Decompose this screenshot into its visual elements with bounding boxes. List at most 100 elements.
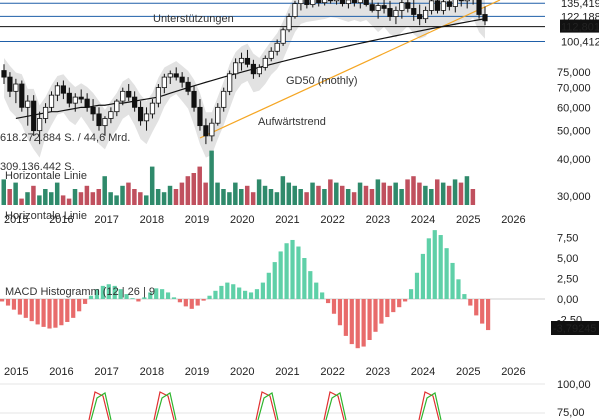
candle-body bbox=[440, 1, 447, 11]
year-label: 2022 bbox=[320, 366, 344, 378]
legend-item-1: Horizontale Linie bbox=[5, 170, 87, 182]
candle-body bbox=[458, 0, 464, 2]
volume-bar bbox=[239, 189, 244, 205]
macd-bar bbox=[450, 262, 455, 299]
stoch-line-d bbox=[257, 392, 279, 420]
year-label: 2024 bbox=[411, 214, 435, 226]
volume-bar bbox=[66, 198, 72, 205]
candle-body bbox=[310, 0, 316, 5]
macd-bar bbox=[343, 299, 348, 336]
volume-bar bbox=[13, 182, 18, 205]
volume-bar bbox=[191, 173, 197, 205]
macd-bar bbox=[112, 285, 117, 299]
candle-body bbox=[363, 0, 369, 5]
volume-bar bbox=[19, 198, 24, 205]
stoch-line-k bbox=[153, 391, 175, 420]
candle-body bbox=[167, 73, 173, 78]
macd-bar bbox=[130, 298, 135, 299]
candle-body bbox=[78, 96, 84, 100]
volume-bar bbox=[114, 195, 119, 205]
candle-body bbox=[434, 0, 441, 11]
volume-bar bbox=[345, 189, 351, 205]
candle-body bbox=[405, 2, 411, 9]
stoch-tick-label: 100,00 bbox=[557, 379, 591, 391]
volume-bar bbox=[197, 166, 202, 205]
candle-body bbox=[84, 98, 90, 108]
year-label: 2024 bbox=[411, 366, 435, 378]
candle-body bbox=[411, 8, 417, 15]
volume-bar bbox=[179, 182, 185, 205]
macd-tick-label: 0,00 bbox=[557, 294, 578, 306]
macd-bar bbox=[148, 292, 153, 299]
volume-bar bbox=[60, 195, 66, 205]
macd-bar bbox=[53, 299, 58, 328]
macd-bar bbox=[290, 239, 295, 299]
price-axis-ticks: 30,000 40,000 50,000 60,000 70,000 75,000 bbox=[557, 67, 591, 203]
macd-bar bbox=[456, 279, 461, 299]
candle-body bbox=[238, 57, 245, 64]
volume-bar bbox=[90, 192, 96, 205]
price-tick-label: 40,000 bbox=[557, 154, 591, 166]
candle-body bbox=[446, 1, 452, 7]
volume-bar bbox=[37, 195, 42, 205]
volume-bar bbox=[351, 192, 357, 205]
level-tag-label: 135,419 bbox=[561, 0, 599, 10]
candle-body bbox=[476, 0, 482, 15]
candle-body bbox=[215, 106, 221, 124]
ma-label: GD50 (mothly) bbox=[286, 75, 358, 87]
candle-body bbox=[221, 90, 227, 108]
candle-body bbox=[417, 14, 423, 20]
macd-tick-label: 7,50 bbox=[557, 233, 578, 245]
price-tick-label: 60,000 bbox=[557, 102, 591, 114]
macd-bar bbox=[29, 299, 34, 322]
macd-bar bbox=[142, 297, 147, 299]
volume-bar bbox=[274, 192, 280, 205]
stochastic-panel: 100,00 75,00 bbox=[0, 379, 591, 420]
volume-bar bbox=[292, 185, 297, 205]
macd-tick-label: 2,50 bbox=[557, 274, 578, 286]
price-band bbox=[4, 0, 485, 158]
candle-body bbox=[25, 100, 31, 108]
volume-bar bbox=[1, 179, 6, 205]
macd-bar bbox=[320, 292, 325, 299]
macd-current-value: -3,79245 bbox=[553, 323, 596, 335]
candle-body bbox=[399, 2, 405, 11]
volume-bar bbox=[357, 182, 363, 205]
volume-bar bbox=[185, 176, 191, 205]
legend-item-2: Horizontale Linie bbox=[5, 210, 87, 222]
candle-body bbox=[256, 66, 262, 75]
macd-bar bbox=[0, 299, 5, 302]
volume-bar bbox=[227, 192, 232, 205]
candle-body bbox=[339, 0, 346, 5]
candle-body bbox=[173, 73, 179, 78]
candle-body bbox=[179, 76, 185, 83]
volume-mid-label: 309.136.442 S. bbox=[0, 161, 75, 173]
stoch-line-d bbox=[420, 392, 442, 420]
volume-bar bbox=[452, 179, 458, 205]
level-tag-bg bbox=[560, 9, 599, 23]
macd-bar bbox=[59, 299, 64, 326]
macd-bar bbox=[136, 299, 141, 302]
macd-bar bbox=[432, 230, 437, 299]
macd-bar bbox=[35, 299, 40, 325]
volume-bar bbox=[250, 192, 256, 205]
candle-body bbox=[108, 111, 114, 119]
macd-bar bbox=[296, 246, 301, 299]
candle-body bbox=[232, 62, 239, 75]
candle-body bbox=[72, 96, 78, 104]
stochastic-axis-ticks: 100,00 75,00 bbox=[557, 379, 591, 419]
macd-bar bbox=[361, 299, 366, 347]
price-tick-label: 75,000 bbox=[557, 67, 591, 79]
level-tag-bg bbox=[560, 19, 599, 33]
macd-bar bbox=[124, 294, 129, 299]
candle-body bbox=[482, 14, 488, 22]
candle-body bbox=[304, 0, 310, 5]
macd-bar bbox=[183, 299, 188, 307]
candle-body bbox=[96, 113, 102, 127]
volume-bar bbox=[233, 182, 238, 205]
macd-bar bbox=[71, 299, 76, 318]
macd-bar bbox=[47, 299, 52, 329]
volume-bar bbox=[256, 179, 262, 205]
candle-body bbox=[149, 102, 156, 115]
